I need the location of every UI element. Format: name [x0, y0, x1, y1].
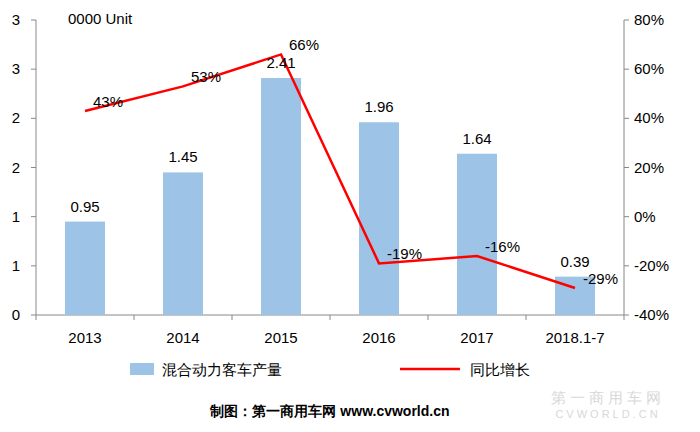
y-tick — [31, 265, 36, 266]
y-tick-label: 2 — [12, 159, 20, 176]
chart: 第一商用车网 CVWORLD.CN 0 1 1 2 2 3 3 -40% -20% 0% 20% 40% 6… — [0, 0, 700, 432]
bar-label: 1.45 — [168, 148, 197, 165]
line-label: -29% — [583, 270, 618, 287]
x-tick — [330, 315, 331, 320]
y-tick — [31, 69, 36, 70]
x-tick — [624, 315, 625, 320]
y2-tick — [624, 118, 629, 119]
x-tick-label: 2013 — [68, 329, 101, 346]
bar — [163, 172, 203, 315]
y-tick — [31, 167, 36, 168]
x-tick — [134, 315, 135, 320]
bar — [359, 122, 399, 315]
y-tick — [31, 118, 36, 119]
line-label: 43% — [93, 93, 123, 110]
watermark: CVWORLD.CN — [555, 408, 660, 420]
y2-tick-label: -20% — [634, 257, 669, 274]
x-tick-label: 2016 — [362, 329, 395, 346]
legend-swatch — [400, 368, 460, 371]
y-tick — [31, 315, 36, 316]
y-tick-label: 3 — [12, 60, 20, 77]
line-label: -16% — [485, 238, 520, 255]
legend: 混合动力客车产量 同比增长 — [130, 361, 530, 378]
plot-area — [65, 54, 595, 315]
bar — [457, 154, 497, 315]
y-tick-label: 2 — [12, 109, 20, 126]
y2-tick — [624, 20, 629, 21]
bar-label: 1.96 — [364, 98, 393, 115]
bar-label: 2.41 — [266, 54, 295, 71]
x-tick — [526, 315, 527, 320]
y-tick — [31, 216, 36, 217]
line-label: 66% — [289, 36, 319, 53]
y2-tick-label: 80% — [634, 11, 664, 28]
y2-tick-label: 40% — [634, 109, 664, 126]
line-label: 53% — [191, 68, 221, 85]
y2-tick — [624, 167, 629, 168]
legend-swatch — [130, 363, 154, 375]
x-tick — [232, 315, 233, 320]
y-axis-label: 0000 Unit — [68, 10, 133, 27]
legend-label: 混合动力客车产量 — [162, 361, 282, 378]
line — [85, 54, 575, 288]
legend-label: 同比增长 — [470, 361, 530, 378]
y2-tick-label: 0% — [634, 208, 656, 225]
x-tick-label: 2015 — [264, 329, 297, 346]
y2-tick — [624, 216, 629, 217]
y-tick-label: 3 — [12, 11, 20, 28]
watermark: 第一商用车网 — [551, 389, 665, 406]
line-label: -19% — [387, 245, 422, 262]
y2-tick-label: 60% — [634, 60, 664, 77]
y-tick — [31, 20, 36, 21]
bar — [65, 222, 105, 315]
x-tick — [36, 315, 37, 320]
bar-label: 0.39 — [560, 253, 589, 270]
x-tick-label: 2014 — [166, 329, 199, 346]
x-tick-label: 2018.1-7 — [545, 329, 604, 346]
x-tick-label: 2017 — [460, 329, 493, 346]
y2-tick-label: 20% — [634, 159, 664, 176]
data-labels: 0.95 1.45 2.41 1.96 1.64 0.39 43% 53% 66% -19% -16… — [70, 36, 618, 287]
bar-label: 0.95 — [70, 198, 99, 215]
y2-tick — [624, 265, 629, 266]
x-tick — [428, 315, 429, 320]
bar-label: 1.64 — [462, 130, 491, 147]
y2-tick-label: -40% — [634, 306, 669, 323]
y-tick-label: 1 — [12, 257, 20, 274]
bar — [261, 78, 301, 315]
y2-tick — [624, 69, 629, 70]
y2-tick — [624, 315, 629, 316]
y-tick-label: 1 — [12, 208, 20, 225]
source: 制图：第一商用车网 www.cvworld.cn — [209, 403, 449, 419]
y-tick-label: 0 — [12, 306, 20, 323]
